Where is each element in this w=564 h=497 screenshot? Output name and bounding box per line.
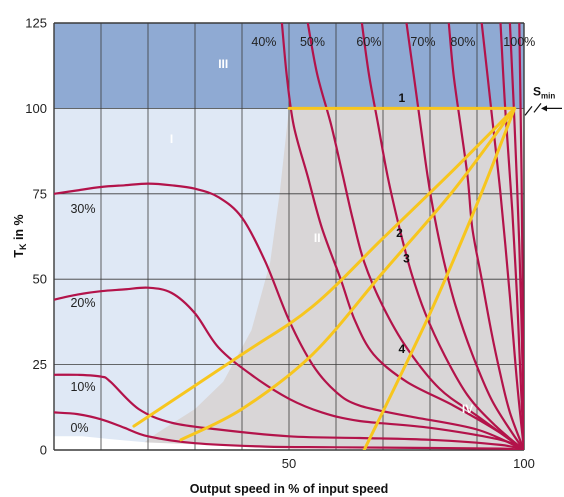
smin-label-main: S xyxy=(533,84,541,98)
load-line-label: 4 xyxy=(398,342,405,356)
curve-label: 100% xyxy=(503,35,535,49)
smin-label-sub: min xyxy=(541,91,555,100)
region-label: I xyxy=(170,132,173,146)
characteristic-curve xyxy=(54,286,524,450)
characteristic-curve xyxy=(54,411,524,450)
y-tick-label: 0 xyxy=(40,443,47,458)
curve-label: 70% xyxy=(410,35,435,49)
y-axis-title-main: T xyxy=(12,250,26,258)
y-axis-title-rest: in % xyxy=(12,214,26,243)
load-line xyxy=(179,106,517,442)
characteristic-curve xyxy=(306,23,524,450)
region-label: II xyxy=(314,231,321,245)
characteristic-curve xyxy=(405,23,524,450)
curve-label: 60% xyxy=(356,35,381,49)
characteristic-curve xyxy=(280,23,524,450)
curve-label: 50% xyxy=(300,35,325,49)
y-tick-label: 25 xyxy=(33,357,47,372)
ticks-group: 0 25 50 75 100 125 50 100 xyxy=(25,16,535,472)
zone-white-sliver xyxy=(54,436,524,450)
characteristic-curve xyxy=(360,23,524,450)
y-axis-title: TK in % xyxy=(12,214,28,257)
labels-group: 0%10%20%30%40% 50% 60% 70% 80% 100%1234IIIIII… xyxy=(70,35,535,435)
curve-label: 20% xyxy=(70,296,95,310)
characteristic-curve xyxy=(518,23,524,450)
curve-label: 30% xyxy=(70,202,95,216)
curve-label: 80% xyxy=(450,35,475,49)
smin-tick-right xyxy=(533,103,542,113)
y-tick-label: 100 xyxy=(25,101,47,116)
curve-label: 40% xyxy=(251,35,276,49)
characteristic-curve xyxy=(54,182,524,450)
x-tick-label: 100 xyxy=(513,456,535,471)
load-line xyxy=(362,106,517,450)
characteristic-curve xyxy=(499,23,524,450)
characteristic-curve xyxy=(480,23,524,450)
smin-arrow-head xyxy=(541,105,547,112)
smin-label: Smin xyxy=(533,84,555,100)
curve-label: 10% xyxy=(70,380,95,394)
smin-annotation: Smin xyxy=(524,84,562,116)
smin-tick-left xyxy=(524,106,533,116)
load-line-label: 3 xyxy=(403,252,410,266)
y-tick-label: 75 xyxy=(33,186,47,201)
x-axis-title: Output speed in % of input speed xyxy=(190,482,389,496)
y-tick-label: 50 xyxy=(33,272,47,287)
curve-label: 0% xyxy=(70,421,88,435)
load-line xyxy=(132,106,517,428)
region-label: III xyxy=(218,57,228,71)
characteristic-curve xyxy=(447,23,524,450)
load-line-label: 2 xyxy=(396,226,403,240)
load-lines-group xyxy=(132,106,517,450)
region-label: IV xyxy=(462,402,473,416)
y-axis-title-sub: K xyxy=(18,243,28,250)
y-tick-label: 125 xyxy=(25,16,47,31)
load-line-label: 1 xyxy=(398,91,405,105)
x-tick-label: 50 xyxy=(282,456,296,471)
